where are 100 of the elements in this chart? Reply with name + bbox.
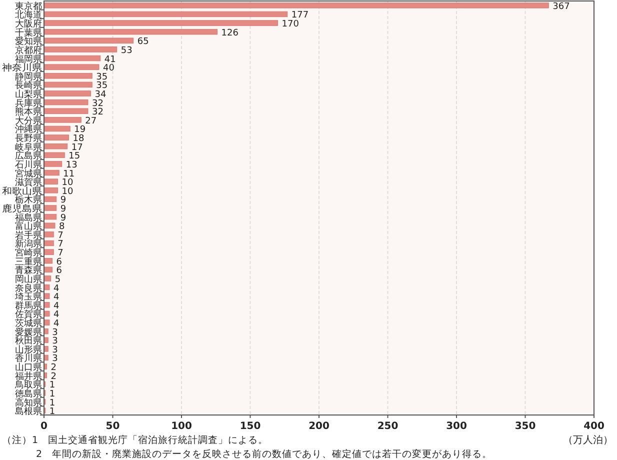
bar	[44, 293, 50, 299]
x-tick-label: 200	[308, 421, 330, 432]
bar	[44, 337, 48, 343]
data-label: 6	[56, 266, 62, 276]
data-label: 10	[62, 186, 74, 197]
x-axis-title: （万人泊）	[563, 434, 613, 446]
bar	[44, 222, 56, 228]
data-label: 9	[60, 213, 66, 224]
y-tick-label: 石川県	[15, 159, 42, 170]
bar	[44, 11, 288, 18]
data-label: 34	[94, 90, 106, 100]
bar	[44, 108, 88, 114]
y-tick-label: 京都府	[15, 44, 42, 56]
bar	[44, 205, 57, 211]
data-label: 3	[52, 345, 58, 356]
y-tick-label: 高知県	[15, 397, 42, 408]
data-label: 13	[66, 160, 78, 170]
bar	[44, 188, 58, 194]
bar	[44, 73, 92, 79]
data-label: 32	[92, 108, 104, 118]
x-tick-label: 50	[106, 421, 120, 432]
data-label: 4	[54, 319, 60, 330]
data-label: 177	[291, 10, 309, 21]
y-tick-label: 奈良県	[15, 282, 42, 294]
bar	[44, 38, 134, 44]
y-tick-label: 岡山県	[15, 274, 42, 285]
bar	[44, 284, 50, 290]
y-tick-label: 東京都	[15, 0, 42, 12]
data-label: 1	[49, 389, 56, 400]
data-label: 4	[54, 284, 60, 294]
data-label: 6	[56, 257, 62, 268]
y-tick-label: 兵庫県	[15, 98, 42, 109]
y-tick-label: 徳島県	[15, 388, 42, 400]
bar	[44, 258, 52, 264]
data-label: 3	[52, 354, 58, 364]
data-label: 2	[50, 372, 56, 382]
bar	[44, 99, 88, 106]
data-label: 3	[52, 336, 58, 347]
bar	[44, 302, 50, 308]
y-tick-label: 鹿児島県	[2, 204, 42, 214]
bar	[44, 144, 68, 150]
bar	[44, 161, 62, 167]
data-label: 170	[282, 20, 300, 30]
x-tick-label: 0	[40, 421, 48, 432]
bar	[44, 214, 57, 220]
bar	[44, 196, 57, 202]
bar	[44, 249, 54, 255]
y-tick-label: 島根県	[15, 406, 42, 418]
data-label: 7	[58, 230, 64, 241]
y-tick-label: 愛媛県	[15, 326, 42, 338]
x-tick-label: 350	[514, 421, 536, 432]
bar	[44, 346, 48, 352]
data-label: 15	[68, 152, 80, 162]
data-label: 126	[221, 28, 239, 38]
data-label: 2	[50, 363, 56, 374]
data-label: 18	[72, 134, 84, 144]
data-label: 32	[92, 98, 104, 109]
text: （注）1 国土交通省観光庁「宿泊旅行統計調査」による。	[2, 434, 268, 446]
bar	[44, 20, 278, 26]
text: 2 年間の新設・廃業施設のデータを反映させる前の数値であり、確定値では若干の変更があり得る。	[36, 448, 492, 460]
bar	[44, 28, 218, 35]
bar	[44, 90, 91, 96]
y-tick-label: 群馬県	[15, 300, 42, 312]
x-tick-label: 150	[240, 421, 261, 432]
data-label: 367	[552, 2, 570, 12]
data-label: 4	[54, 310, 60, 320]
bar	[44, 117, 82, 123]
data-label: 11	[63, 169, 75, 180]
data-label: 41	[104, 54, 116, 65]
bar	[44, 170, 60, 176]
data-label: 40	[103, 64, 115, 74]
data-label: 7	[58, 240, 64, 250]
y-tick-label: 福島県	[15, 212, 42, 224]
bar	[44, 64, 100, 70]
bar	[44, 276, 52, 282]
bar	[44, 266, 52, 272]
data-label: 17	[71, 142, 83, 153]
data-label: 3	[52, 328, 58, 338]
data-label: 19	[74, 125, 86, 136]
data-label: 4	[54, 292, 60, 303]
data-label: 1	[49, 407, 56, 418]
data-label: 1	[49, 380, 56, 391]
data-label: 8	[59, 222, 65, 232]
data-label: 9	[60, 204, 66, 214]
bar	[44, 320, 50, 326]
bar	[44, 232, 54, 238]
x-tick-label: 300	[446, 421, 467, 432]
data-label: 65	[137, 37, 149, 48]
data-label: 35	[96, 72, 108, 82]
data-label: 27	[85, 116, 97, 126]
bar	[44, 55, 101, 62]
bar	[44, 134, 69, 140]
data-label: 4	[54, 301, 60, 312]
y-tick-label: 福井県	[15, 370, 42, 382]
bar	[44, 328, 48, 334]
data-label: 5	[54, 274, 61, 285]
data-label: 9	[60, 196, 66, 206]
x-tick-label: 250	[377, 421, 398, 432]
data-label: 53	[120, 46, 132, 56]
bar	[44, 46, 118, 52]
